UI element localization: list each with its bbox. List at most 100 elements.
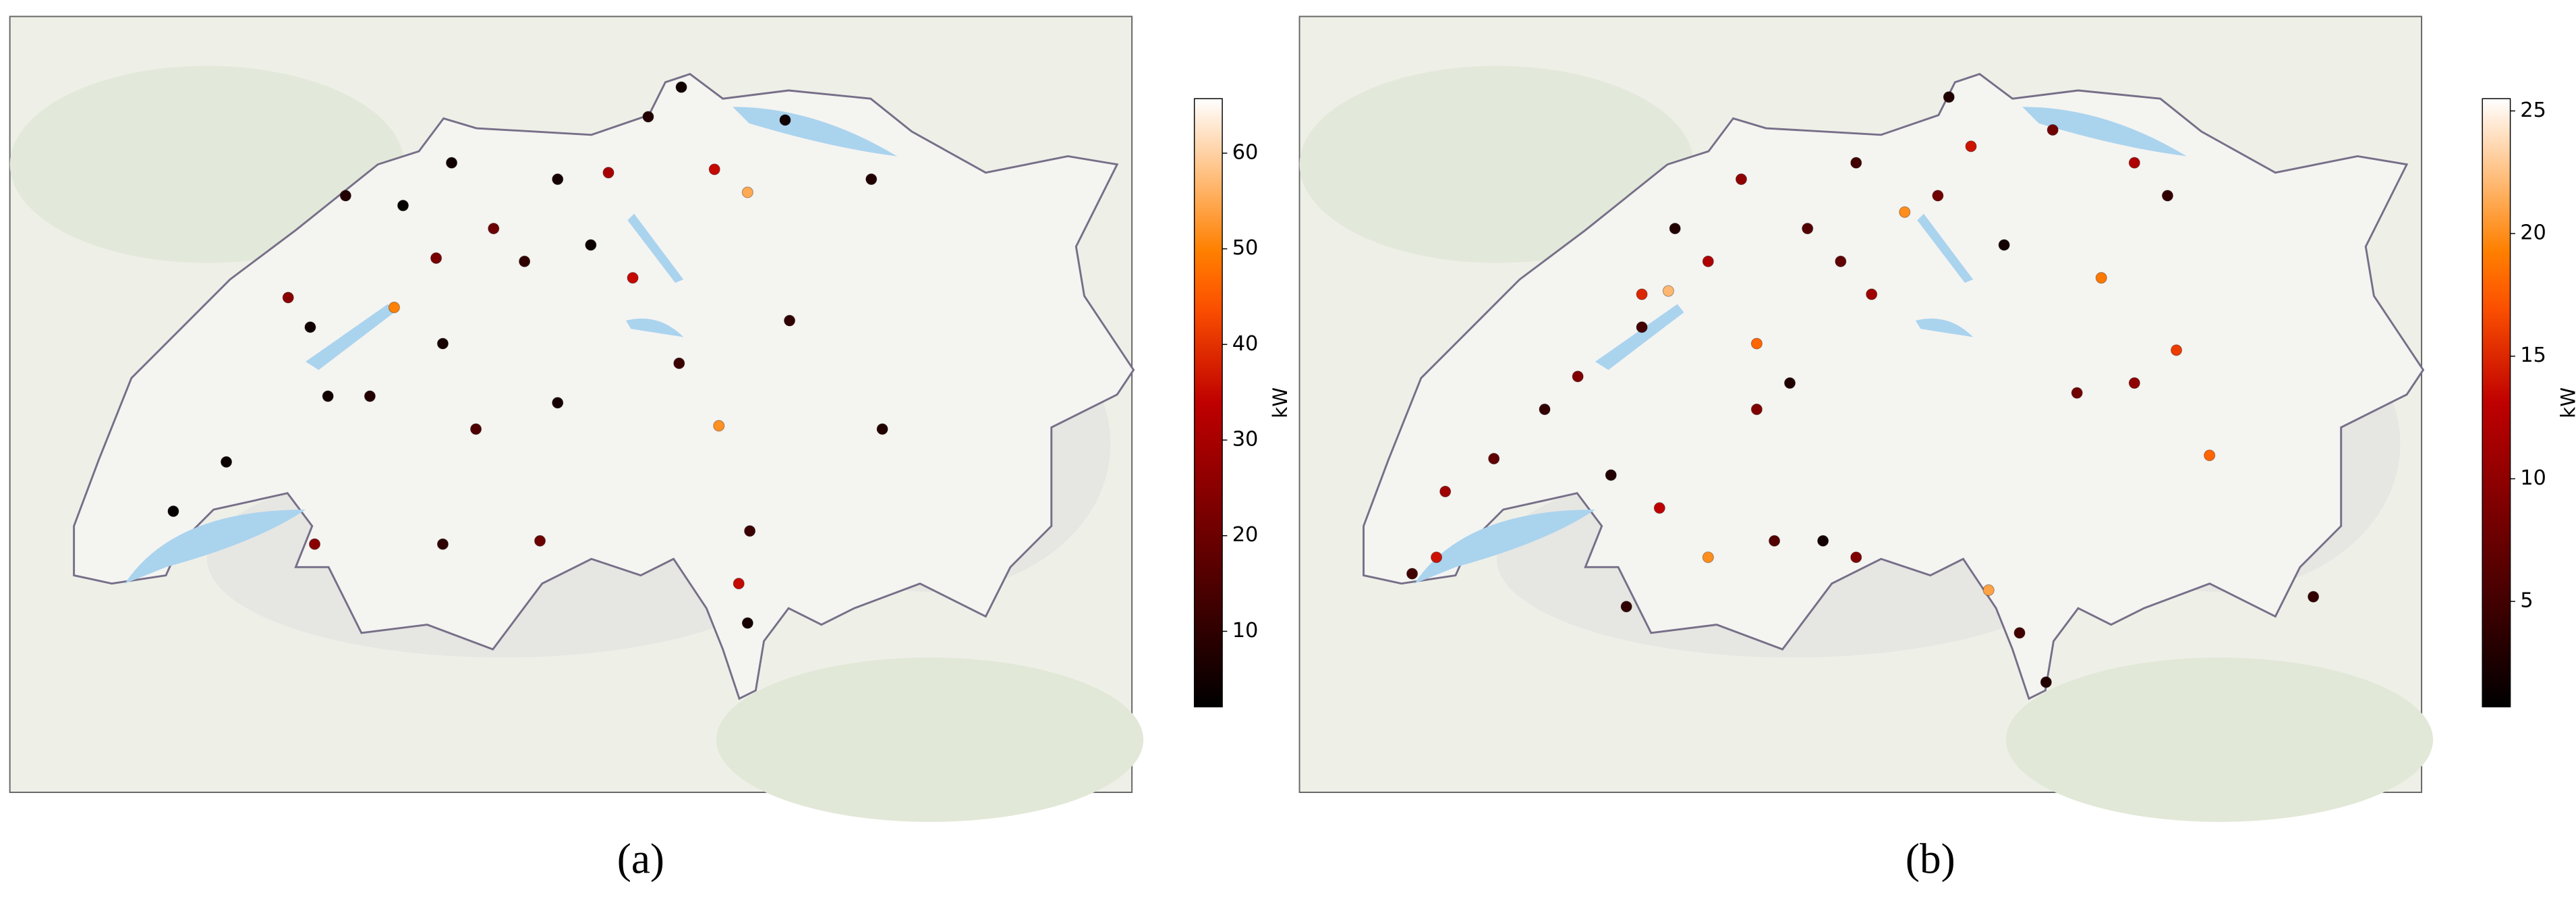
- station-point: [1750, 337, 1763, 350]
- station-point: [602, 167, 614, 179]
- colorbar-label: kW: [2556, 387, 2576, 418]
- station-point: [552, 173, 564, 186]
- colorbar-tick-label: 25: [2520, 99, 2546, 122]
- station-point: [1702, 551, 1714, 564]
- station-point: [339, 190, 351, 202]
- station-point: [1653, 502, 1665, 514]
- station-point: [1783, 377, 1796, 389]
- colorbar-label: kW: [1269, 387, 1292, 418]
- colorbar-tick-label: 20: [2520, 221, 2546, 245]
- station-point: [308, 538, 321, 550]
- station-point: [741, 617, 753, 629]
- station-point: [1899, 206, 1911, 218]
- station-point: [744, 525, 756, 537]
- station-point: [1572, 371, 1584, 383]
- station-point: [552, 397, 564, 409]
- station-point: [585, 239, 597, 251]
- station-point: [430, 252, 442, 264]
- station-point: [304, 321, 316, 333]
- station-point: [2095, 272, 2107, 284]
- station-point: [470, 423, 482, 435]
- station-point: [1636, 321, 1648, 333]
- station-point: [2171, 344, 2183, 356]
- station-point: [1662, 285, 1674, 297]
- colorbar: [2482, 98, 2511, 708]
- station-point: [733, 578, 745, 590]
- station-point: [1539, 404, 1551, 416]
- station-point: [2040, 676, 2052, 688]
- station-point: [2128, 377, 2140, 389]
- station-point: [1769, 535, 1781, 547]
- station-point: [1636, 288, 1648, 300]
- station-point: [1439, 485, 1452, 497]
- station-point: [865, 173, 878, 186]
- station-point: [642, 111, 654, 123]
- station-point: [876, 423, 888, 435]
- station-point: [1965, 140, 1977, 153]
- station-point: [1620, 601, 1632, 613]
- station-point: [436, 337, 449, 350]
- caption: (b): [1906, 835, 1955, 882]
- station-point: [1702, 255, 1714, 267]
- station-point: [397, 199, 409, 212]
- station-point: [364, 390, 376, 402]
- station-point: [1488, 453, 1500, 465]
- station-point: [221, 456, 233, 468]
- basemap: [1298, 15, 2434, 823]
- station-point: [436, 538, 449, 550]
- basemap: [9, 15, 1145, 823]
- station-point: [534, 535, 546, 547]
- station-point: [322, 390, 334, 402]
- station-point: [2013, 627, 2026, 639]
- colorbar-tick-label: 10: [2520, 466, 2546, 490]
- colorbar-tick-label: 40: [1232, 332, 1259, 356]
- station-point: [713, 420, 725, 432]
- station-point: [1669, 223, 1681, 235]
- station-point: [675, 81, 687, 93]
- station-point: [1982, 584, 1995, 596]
- station-point: [446, 157, 458, 169]
- station-point: [2128, 157, 2140, 169]
- station-point: [1817, 535, 1829, 547]
- station-point: [708, 163, 720, 175]
- station-point: [2204, 449, 2216, 462]
- station-point: [1932, 190, 1944, 202]
- station-point: [488, 223, 500, 235]
- colorbar-tick-label: 5: [2520, 589, 2533, 613]
- station-point: [1835, 255, 1847, 267]
- colorbar-tick-label: 50: [1232, 236, 1259, 260]
- colorbar-tick-label: 10: [1232, 619, 1259, 642]
- station-point: [1750, 404, 1763, 416]
- station-point: [779, 114, 791, 126]
- station-point: [1850, 551, 1862, 564]
- station-point: [2047, 124, 2059, 136]
- caption: (a): [617, 835, 664, 882]
- station-point: [167, 505, 179, 518]
- station-point: [1943, 91, 1955, 103]
- station-point: [784, 314, 796, 327]
- colorbar-tick-label: 60: [1232, 140, 1259, 164]
- colorbar-tick-label: 15: [2520, 344, 2546, 367]
- station-point: [1998, 239, 2010, 251]
- station-point: [282, 292, 294, 304]
- station-point: [1431, 551, 1443, 564]
- station-point: [1802, 223, 1814, 235]
- colorbar: [1193, 98, 1223, 708]
- station-point: [627, 272, 639, 284]
- station-point: [519, 255, 531, 267]
- station-point: [2308, 591, 2320, 603]
- station-point: [673, 357, 685, 369]
- station-point: [2161, 190, 2173, 202]
- colorbar-tick-label: 20: [1232, 523, 1259, 547]
- station-point: [1406, 568, 1419, 580]
- station-point: [1866, 288, 1878, 300]
- station-point: [1735, 173, 1747, 186]
- station-point: [1850, 157, 1862, 169]
- colorbar-tick-label: 30: [1232, 428, 1259, 451]
- station-point: [2071, 387, 2083, 399]
- station-point: [741, 186, 753, 198]
- station-point: [1605, 469, 1617, 481]
- station-point: [388, 301, 400, 314]
